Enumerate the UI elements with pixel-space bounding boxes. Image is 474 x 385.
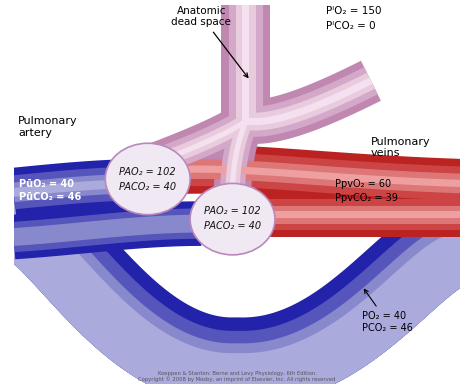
Polygon shape bbox=[13, 174, 148, 202]
Polygon shape bbox=[12, 201, 201, 259]
Polygon shape bbox=[6, 196, 465, 385]
Text: Koeppen & Stanton: Berne and Levy Physiology, 6th Edition.
Copyright © 2008 by M: Koeppen & Stanton: Berne and Levy Physio… bbox=[138, 370, 336, 382]
Text: PACO₂ = 40: PACO₂ = 40 bbox=[204, 221, 261, 231]
Ellipse shape bbox=[190, 183, 275, 255]
Polygon shape bbox=[168, 145, 461, 208]
Polygon shape bbox=[245, 73, 375, 131]
Polygon shape bbox=[246, 77, 373, 125]
Polygon shape bbox=[237, 206, 460, 224]
Text: Pulmonary
veins: Pulmonary veins bbox=[371, 137, 430, 158]
Polygon shape bbox=[230, 120, 248, 197]
Polygon shape bbox=[13, 215, 201, 246]
Polygon shape bbox=[11, 159, 148, 217]
Polygon shape bbox=[236, 5, 256, 121]
Polygon shape bbox=[13, 179, 148, 197]
Text: PAO₂ = 102: PAO₂ = 102 bbox=[119, 167, 176, 177]
Polygon shape bbox=[170, 166, 460, 187]
Text: PAO₂ = 102: PAO₂ = 102 bbox=[204, 206, 261, 216]
Polygon shape bbox=[169, 159, 461, 193]
Polygon shape bbox=[141, 105, 258, 184]
Polygon shape bbox=[12, 166, 148, 209]
Polygon shape bbox=[244, 67, 378, 137]
Polygon shape bbox=[226, 118, 253, 197]
Polygon shape bbox=[237, 199, 460, 230]
Polygon shape bbox=[169, 152, 461, 200]
Polygon shape bbox=[6, 206, 465, 385]
Polygon shape bbox=[242, 5, 249, 121]
Polygon shape bbox=[237, 192, 460, 237]
Polygon shape bbox=[145, 115, 250, 172]
Polygon shape bbox=[143, 110, 254, 178]
Text: PūO₂ = 40: PūO₂ = 40 bbox=[19, 179, 74, 189]
Polygon shape bbox=[229, 5, 263, 121]
Text: PᴵO₂ = 150: PᴵO₂ = 150 bbox=[326, 6, 382, 16]
Polygon shape bbox=[214, 114, 264, 197]
Text: PpvO₂ = 60: PpvO₂ = 60 bbox=[335, 179, 392, 189]
Polygon shape bbox=[237, 211, 460, 218]
Polygon shape bbox=[6, 170, 465, 385]
Text: PACO₂ = 40: PACO₂ = 40 bbox=[119, 182, 176, 192]
Text: Anatomic
dead space: Anatomic dead space bbox=[171, 5, 248, 77]
Polygon shape bbox=[221, 5, 271, 121]
Text: PᴵCO₂ = 0: PᴵCO₂ = 0 bbox=[326, 22, 376, 32]
Text: Pulmonary
artery: Pulmonary artery bbox=[18, 116, 78, 138]
Polygon shape bbox=[147, 119, 247, 168]
Text: PpvCO₂ = 39: PpvCO₂ = 39 bbox=[335, 193, 398, 203]
Polygon shape bbox=[13, 208, 201, 252]
Polygon shape bbox=[6, 183, 465, 385]
Polygon shape bbox=[220, 116, 257, 197]
Text: PO₂ = 40
PCO₂ = 46: PO₂ = 40 PCO₂ = 46 bbox=[362, 290, 413, 333]
Text: PūCO₂ = 46: PūCO₂ = 46 bbox=[19, 192, 82, 203]
Polygon shape bbox=[242, 61, 381, 144]
Ellipse shape bbox=[105, 143, 190, 215]
